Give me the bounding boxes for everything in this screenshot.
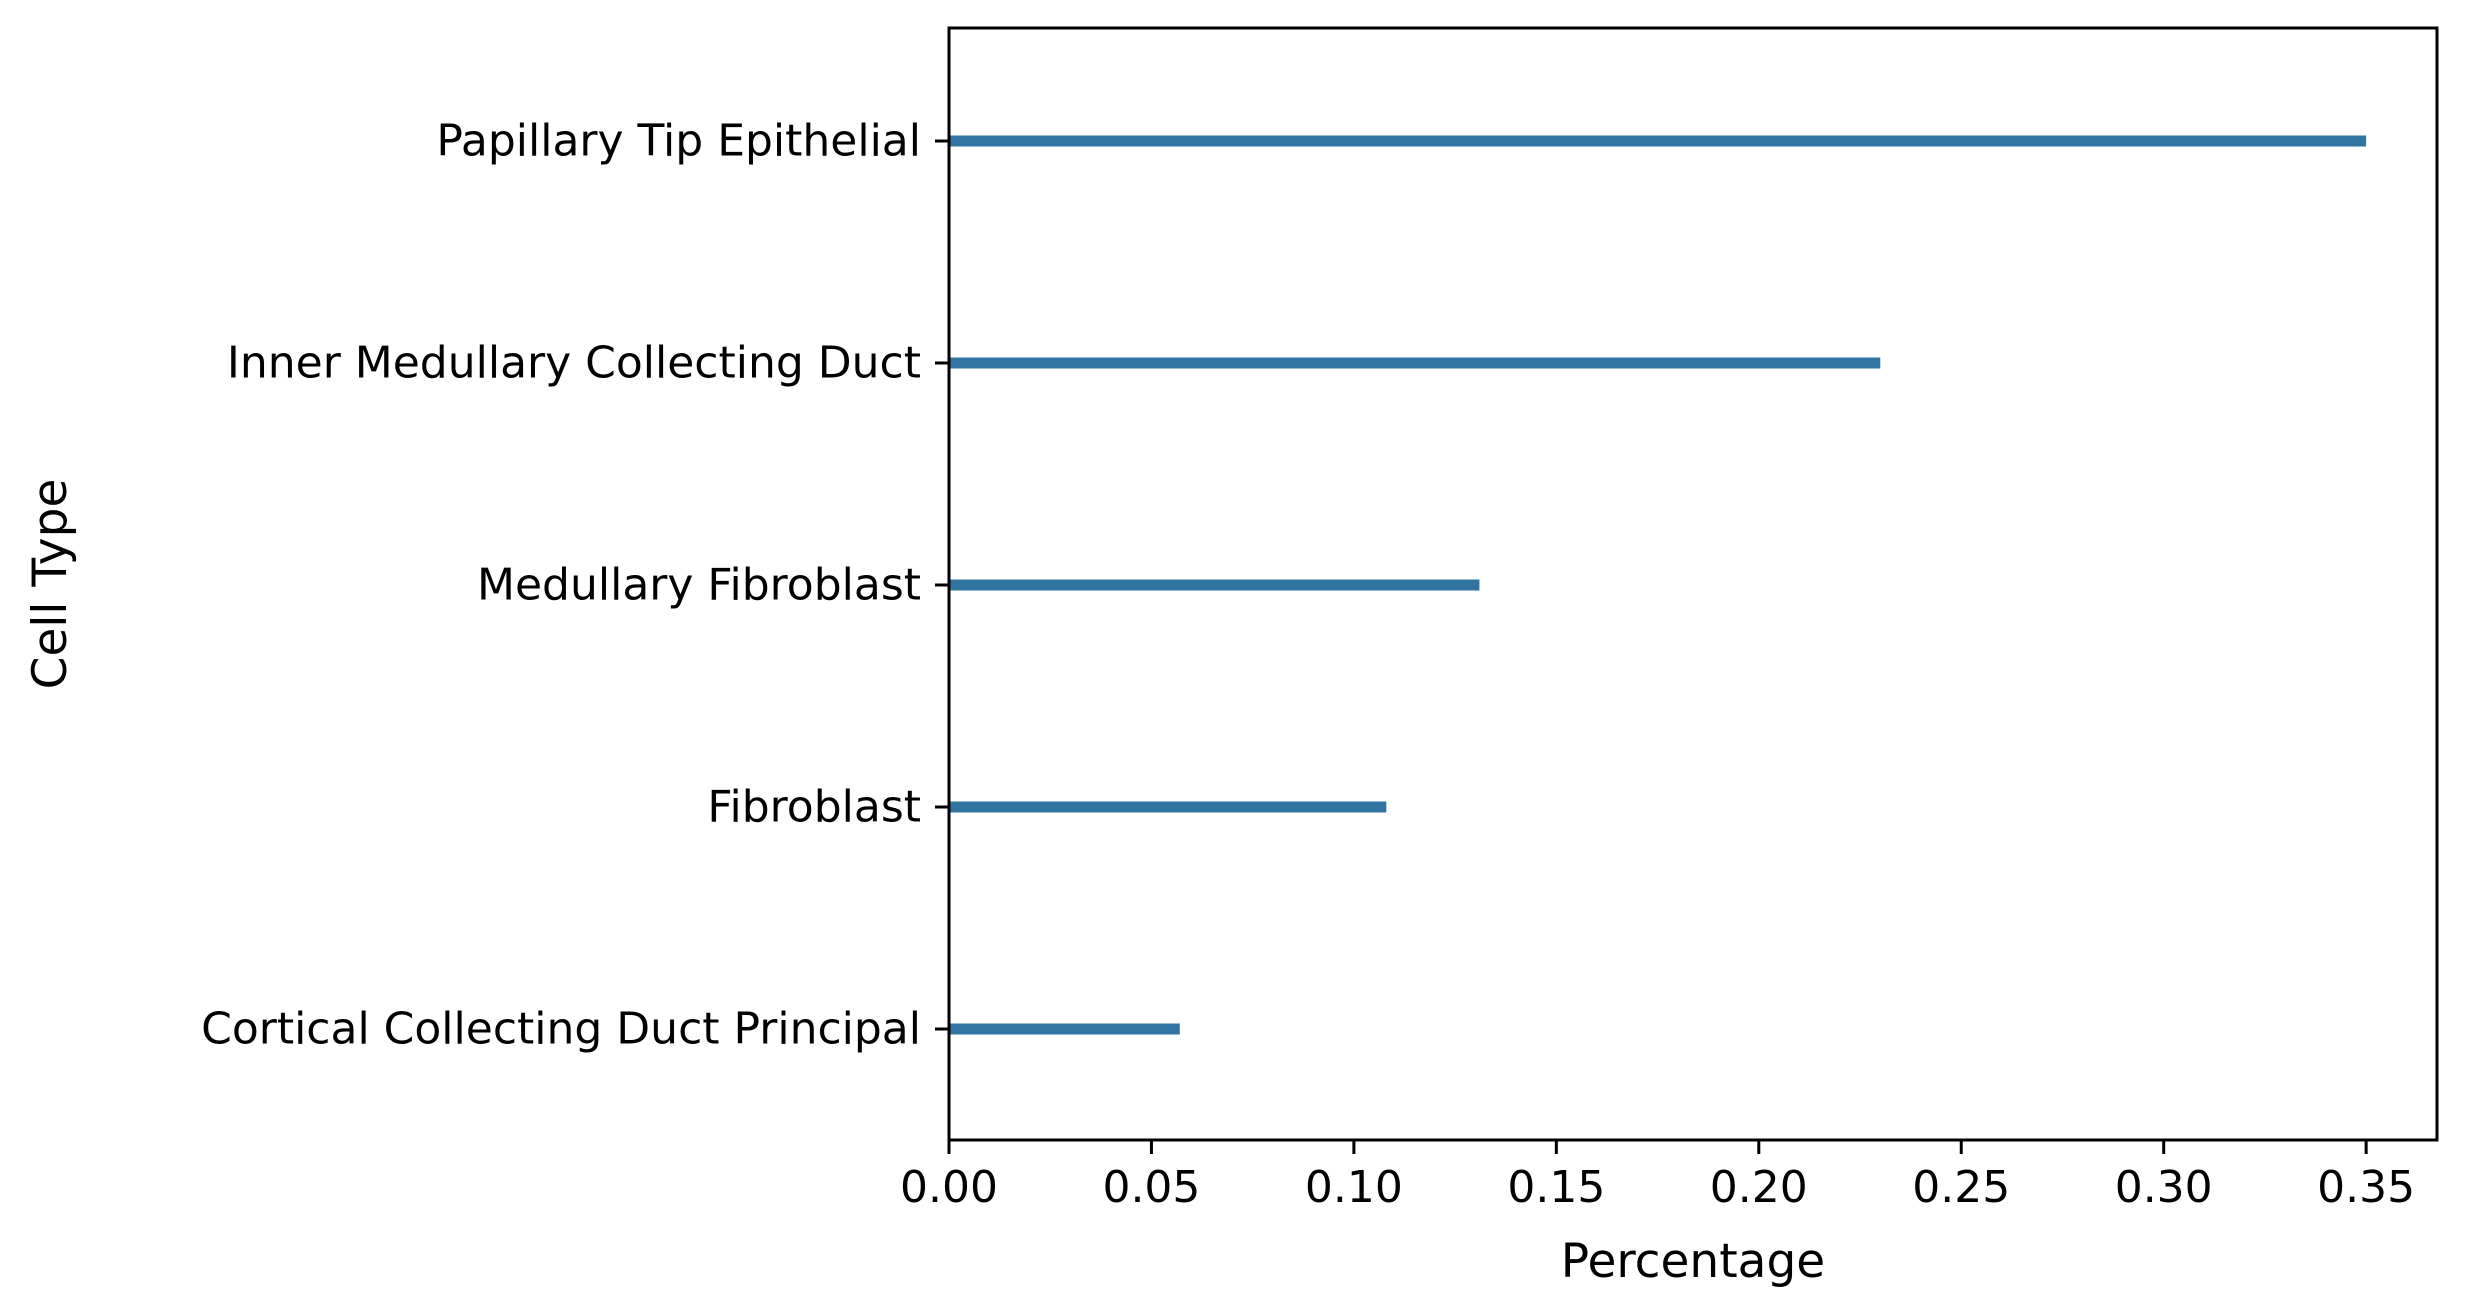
x-axis-title: Percentage: [1561, 1234, 1825, 1289]
ticks-layer: Papillary Tip Epithelial Inner Medullary …: [201, 116, 2415, 1214]
bar-cortical-collecting-duct-principal: [949, 1023, 1180, 1035]
x-tick-label: 0.00: [900, 1162, 998, 1213]
x-tick-label: 0.10: [1305, 1162, 1403, 1213]
x-tick-label: 0.35: [2317, 1162, 2415, 1213]
x-tick-label: 0.20: [1710, 1162, 1808, 1213]
x-tick-label: 0.25: [1912, 1162, 2010, 1213]
y-axis-title: Cell Type: [23, 479, 78, 690]
bar-inner-medullary-collecting-duct: [949, 357, 1881, 369]
y-tick-label: Medullary Fibroblast: [477, 560, 921, 611]
x-tick-label: 0.30: [2115, 1162, 2213, 1213]
y-tick-label: Fibroblast: [707, 782, 921, 833]
y-tick-label: Cortical Collecting Duct Principal: [201, 1004, 921, 1055]
bar-papillary-tip-epithelial: [949, 135, 2367, 147]
bar-fibroblast: [949, 801, 1387, 813]
y-tick-label: Papillary Tip Epithelial: [436, 116, 921, 167]
x-tick-label: 0.15: [1507, 1162, 1605, 1213]
y-tick-label: Inner Medullary Collecting Duct: [227, 338, 921, 389]
bars-layer: [949, 135, 2367, 1035]
x-tick-label: 0.05: [1102, 1162, 1200, 1213]
bar-medullary-fibroblast: [949, 579, 1480, 591]
